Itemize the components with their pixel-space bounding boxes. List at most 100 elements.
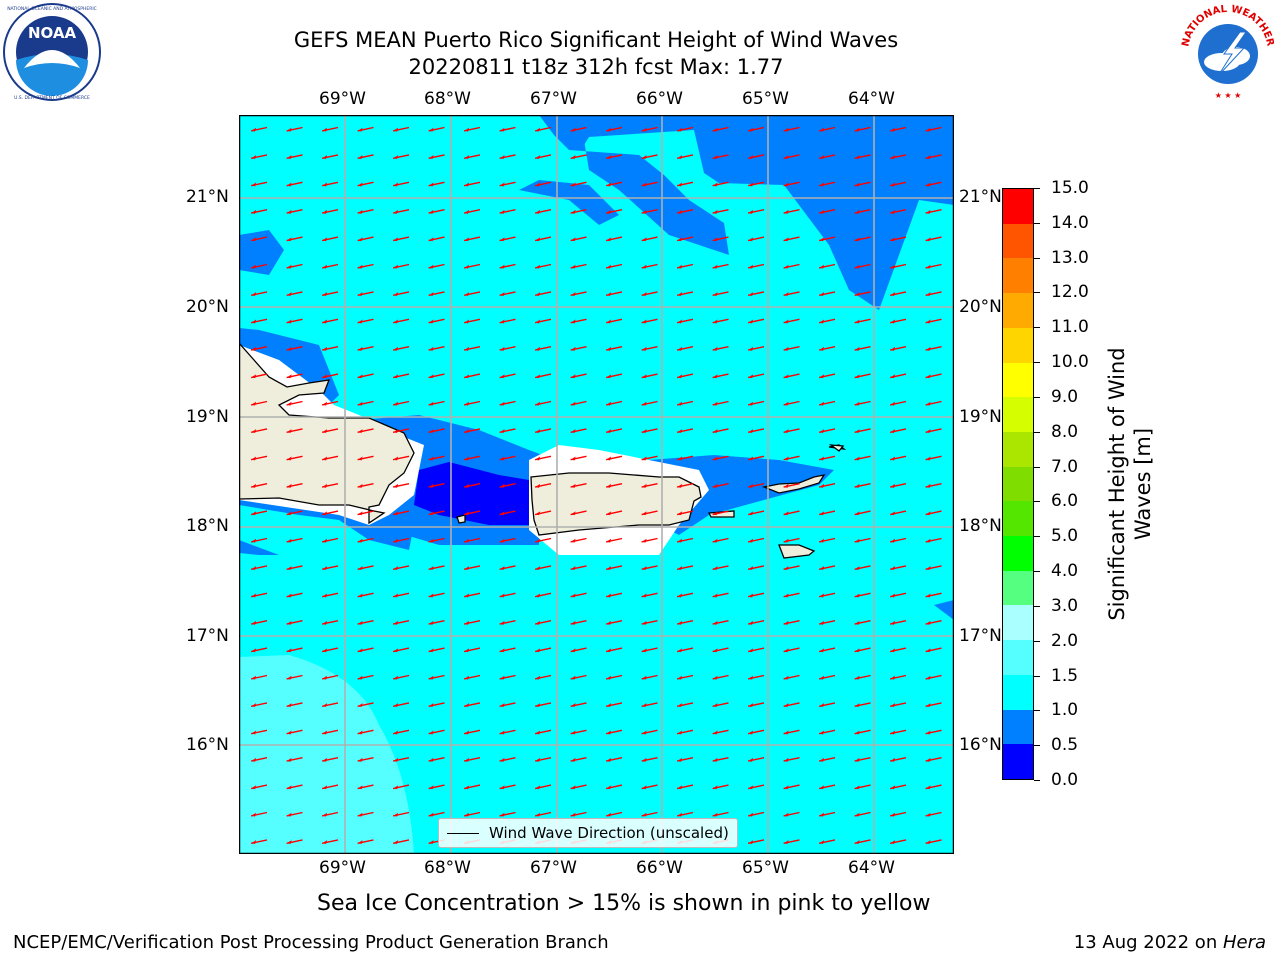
wind-wave-arrowhead — [499, 346, 505, 351]
lat-label-right-5: 17°N — [959, 626, 1002, 646]
wind-wave-arrowhead — [251, 483, 257, 488]
wind-wave-arrowhead — [570, 566, 576, 570]
wind-wave-arrowhead — [428, 401, 434, 406]
wind-wave-arrowhead — [677, 127, 683, 132]
wind-wave-arrowhead — [499, 785, 505, 790]
colorbar-segment — [1003, 327, 1033, 363]
wind-wave-arrowhead — [890, 182, 896, 187]
colorbar-tick-mark — [1034, 431, 1040, 433]
colorbar-tick-label: 0.0 — [1051, 770, 1079, 790]
wind-wave-arrowhead — [251, 374, 257, 379]
wind-wave-arrowhead — [854, 264, 860, 269]
wind-wave-arrowhead — [357, 292, 363, 296]
wind-wave-arrowhead — [854, 182, 860, 187]
wind-wave-arrowhead — [925, 346, 931, 351]
wind-wave-arrowhead — [286, 182, 292, 187]
wind-wave-arrowhead — [606, 209, 612, 214]
wind-wave-arrowhead — [357, 812, 363, 817]
wind-wave-arrowhead — [322, 703, 328, 707]
wind-wave-arrowhead — [677, 648, 683, 653]
wind-wave-arrowhead — [606, 812, 612, 817]
wind-wave-arrowhead — [428, 840, 434, 844]
wind-wave-arrowhead — [819, 620, 825, 625]
wind-wave-arrowhead — [606, 127, 612, 132]
wind-wave-arrowhead — [854, 209, 860, 214]
wind-wave-arrowhead — [464, 675, 470, 680]
svg-text:NATIONAL OCEANIC AND ATMOSPHER: NATIONAL OCEANIC AND ATMOSPHERIC — [7, 6, 97, 12]
colorbar-tick-mark — [1034, 362, 1040, 364]
wind-wave-arrowhead — [393, 703, 399, 707]
lon-label-bottom-6: 64°W — [848, 858, 895, 878]
lon-label-bottom-1: 69°W — [319, 858, 366, 878]
wind-wave-arrowhead — [641, 456, 647, 461]
wind-wave-arrowhead — [890, 730, 896, 735]
lat-label-left-3: 19°N — [186, 407, 229, 427]
wind-wave-arrowhead — [712, 127, 718, 132]
wind-wave-arrowhead — [783, 456, 789, 461]
wind-wave-arrowhead — [322, 511, 328, 516]
wind-wave-arrowhead — [606, 648, 612, 653]
wind-wave-arrowhead — [712, 182, 718, 187]
lat-label-right-4: 18°N — [959, 516, 1002, 536]
wind-wave-arrowhead — [535, 264, 541, 269]
wind-wave-arrowhead — [357, 840, 363, 844]
wind-wave-arrowhead — [251, 319, 257, 324]
wind-wave-arrowhead — [570, 483, 576, 488]
wind-wave-arrowhead — [357, 429, 363, 433]
wind-wave-arrowhead — [641, 209, 647, 214]
wind-wave-arrowhead — [535, 127, 541, 132]
lat-label-right-6: 16°N — [959, 735, 1002, 755]
wind-wave-arrowhead — [535, 730, 541, 735]
wind-wave-arrowhead — [393, 264, 399, 269]
wind-wave-arrowhead — [322, 593, 328, 598]
wind-wave-arrowhead — [748, 757, 754, 762]
wind-wave-arrowhead — [428, 538, 434, 543]
wind-wave-arrowhead — [641, 593, 647, 598]
wind-wave-arrowhead — [890, 209, 896, 214]
colorbar-tick-mark — [1034, 257, 1040, 259]
wind-wave-arrowhead — [783, 840, 789, 844]
wind-wave-arrowhead — [535, 155, 541, 159]
wind-wave-arrowhead — [428, 812, 434, 817]
wind-wave-arrowhead — [428, 346, 434, 351]
wind-wave-arrowhead — [748, 812, 754, 817]
wind-wave-arrowhead — [393, 675, 399, 680]
wind-wave-arrowhead — [535, 237, 541, 242]
wind-wave-arrowhead — [890, 456, 896, 461]
colorbar-tick-label: 15.0 — [1051, 178, 1089, 198]
wind-wave-arrowhead — [499, 483, 505, 488]
wind-wave-arrowhead — [286, 264, 292, 269]
wind-wave-arrowhead — [535, 209, 541, 214]
colorbar-tick-mark — [1034, 536, 1040, 538]
wind-wave-arrowhead — [251, 292, 257, 296]
wind-wave-arrowhead — [641, 483, 647, 488]
wind-wave-arrowhead — [677, 620, 683, 625]
wind-wave-arrowhead — [464, 209, 470, 214]
wind-wave-arrowhead — [606, 456, 612, 461]
lon-label-top-1: 69°W — [319, 89, 366, 109]
wind-wave-arrowhead — [393, 182, 399, 187]
wind-wave-arrowhead — [925, 456, 931, 461]
wind-wave-arrowhead — [570, 155, 576, 159]
wind-wave-arrowhead — [606, 757, 612, 762]
wind-wave-arrowhead — [677, 566, 683, 570]
wind-wave-arrowhead — [393, 757, 399, 762]
wind-wave-arrowhead — [464, 566, 470, 570]
wind-wave-arrowhead — [286, 730, 292, 735]
wind-wave-arrowhead — [286, 593, 292, 598]
wind-wave-arrowhead — [393, 401, 399, 406]
wind-wave-arrowhead — [890, 757, 896, 762]
wind-wave-arrowhead — [677, 401, 683, 406]
wind-wave-arrowhead — [535, 374, 541, 379]
wind-wave-arrowhead — [819, 593, 825, 598]
wind-wave-arrowhead — [499, 264, 505, 269]
wind-wave-arrowhead — [499, 566, 505, 570]
wind-wave-arrowhead — [251, 511, 257, 516]
wave-field-0.0-0.5 — [414, 462, 529, 525]
wind-wave-arrowhead — [570, 292, 576, 296]
wind-wave-arrowhead — [925, 675, 931, 680]
wind-wave-arrowhead — [251, 703, 257, 707]
wind-wave-arrowhead — [428, 785, 434, 790]
wind-wave-arrowhead — [677, 675, 683, 680]
wind-wave-arrowhead — [819, 538, 825, 543]
